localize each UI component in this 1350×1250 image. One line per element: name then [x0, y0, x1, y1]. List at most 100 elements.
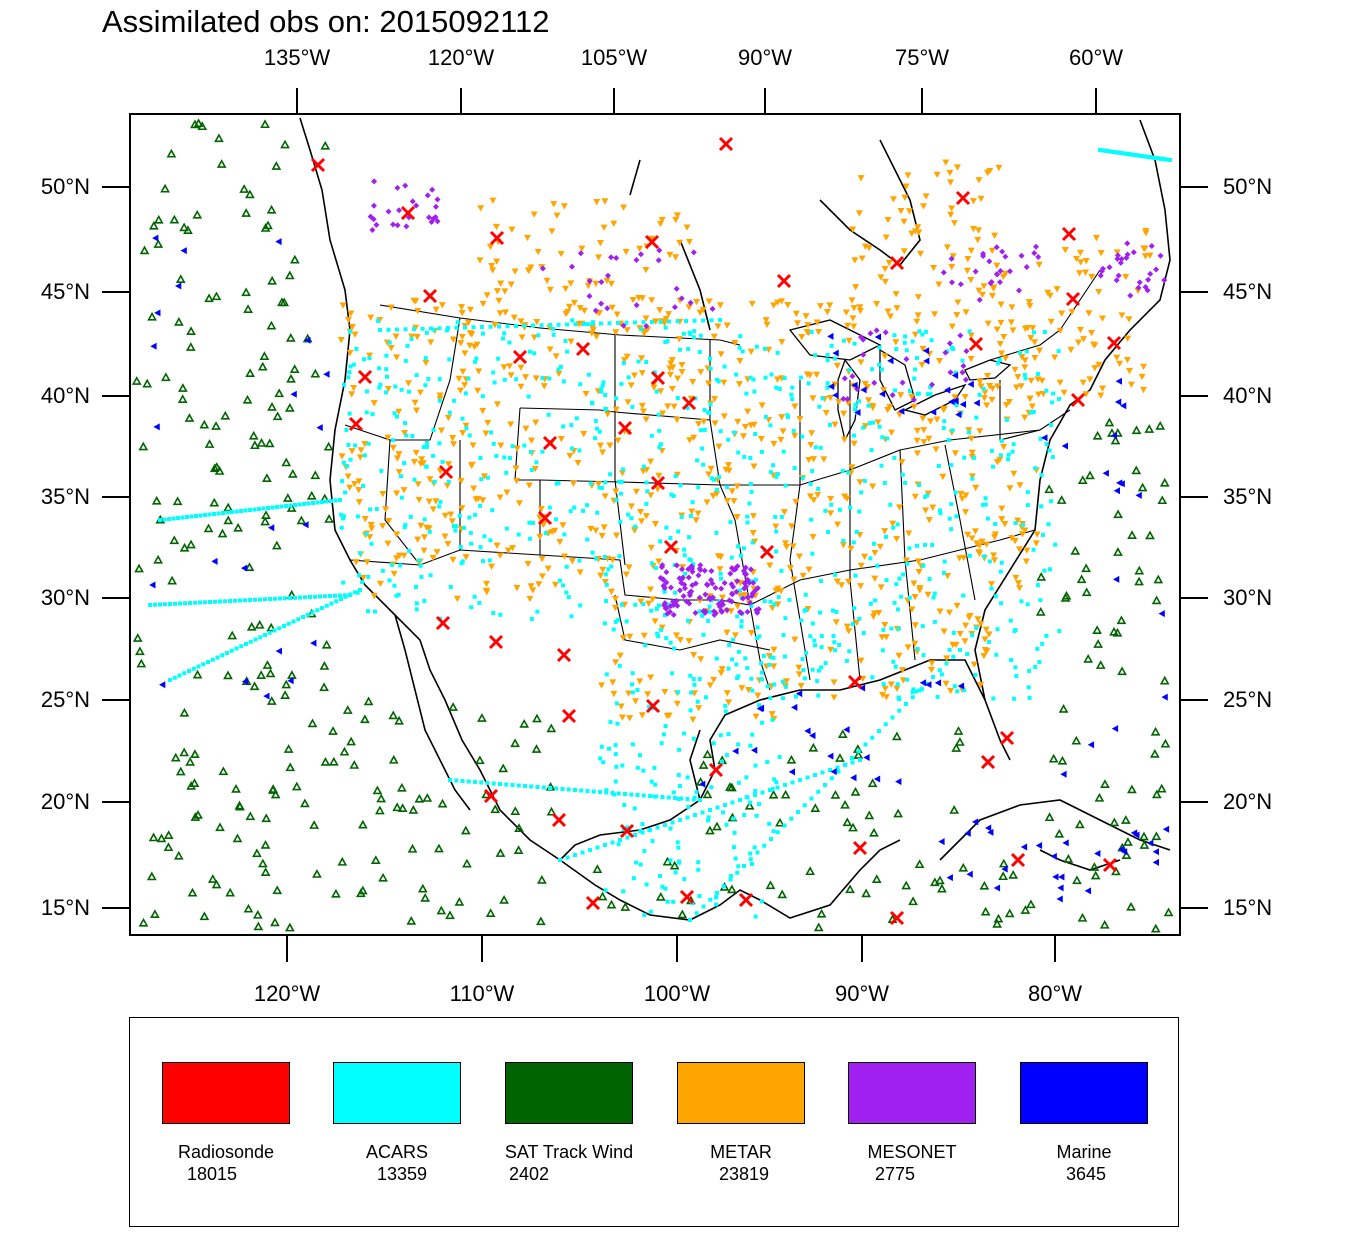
metar-marker [713, 490, 721, 498]
acars-marker [754, 344, 759, 349]
metar-marker [450, 441, 458, 448]
acars-marker [856, 399, 861, 404]
metar-marker [355, 487, 363, 494]
mesonet-marker [889, 392, 896, 399]
sat-wind-marker [1127, 784, 1137, 794]
acars-marker [504, 526, 509, 531]
metar-marker [651, 618, 659, 625]
metar-marker [1076, 249, 1084, 257]
metar-marker [720, 413, 728, 420]
mesonet-marker [1148, 242, 1155, 249]
acars-marker [790, 397, 795, 402]
metar-marker [1076, 326, 1084, 334]
acars-marker [858, 758, 862, 762]
metar-marker [419, 460, 427, 467]
acars-marker [358, 551, 363, 556]
metar-marker [347, 310, 355, 317]
acars-marker [755, 850, 760, 855]
metar-marker [507, 372, 515, 379]
acars-marker [1011, 696, 1016, 701]
acars-marker [967, 553, 972, 558]
mesonet-marker [997, 267, 1004, 274]
acars-marker [1040, 641, 1045, 646]
acars-marker [640, 821, 645, 826]
acars-marker [498, 612, 503, 617]
mesonet-marker [712, 584, 719, 591]
marine-marker [290, 390, 297, 398]
metar-marker [845, 337, 853, 345]
metar-marker [625, 690, 633, 697]
top-tick-label: 105°W [580, 45, 648, 70]
mesonet-marker [1023, 263, 1030, 270]
mesonet-marker [960, 363, 967, 370]
mesonet-marker [667, 603, 674, 610]
metar-marker [453, 595, 461, 603]
mesonet-marker [370, 202, 377, 209]
acars-marker [617, 479, 622, 484]
acars-marker [279, 504, 284, 509]
acars-marker [507, 340, 512, 345]
metar-marker [840, 410, 848, 417]
metar-marker [837, 582, 845, 589]
acars-marker [1011, 442, 1016, 447]
metar-marker [389, 444, 397, 452]
acars-marker [362, 453, 367, 458]
sat-wind-marker [245, 811, 256, 821]
acars-marker [750, 540, 755, 545]
acars-marker [1025, 602, 1030, 607]
metar-marker [814, 491, 822, 499]
metar-marker [786, 565, 794, 572]
metar-marker [556, 538, 564, 546]
metar-marker [477, 205, 485, 212]
marine-marker [1152, 858, 1160, 866]
acars-marker [238, 598, 242, 603]
acars-marker [426, 376, 431, 381]
sat-wind-marker [192, 209, 203, 219]
acars-marker [451, 524, 456, 529]
sat-wind-marker [272, 411, 283, 421]
acars-marker [689, 690, 694, 695]
mesonet-marker [946, 340, 953, 347]
metar-marker [716, 566, 724, 573]
mesonet-marker [394, 222, 401, 229]
acars-marker [398, 563, 403, 568]
metar-marker [611, 604, 619, 612]
acars-marker [1020, 523, 1025, 528]
acars-marker [759, 661, 764, 666]
acars-marker [897, 708, 902, 713]
metar-marker [749, 530, 757, 537]
metar-marker [918, 361, 926, 369]
acars-marker [818, 445, 823, 450]
sat-wind-marker [1163, 907, 1174, 917]
sat-wind-marker [388, 710, 399, 720]
sat-wind-marker [216, 159, 227, 168]
mesonet-marker [670, 611, 677, 618]
acars-marker [731, 816, 736, 821]
acars-marker [981, 386, 986, 391]
sat-wind-marker [813, 922, 824, 932]
sat-wind-marker [261, 813, 272, 823]
acars-marker [590, 321, 595, 326]
metar-marker [493, 401, 501, 408]
metar-marker [910, 580, 918, 587]
acars-marker [664, 636, 669, 641]
acars-marker [775, 785, 780, 790]
acars-marker [303, 595, 307, 600]
acars-marker [682, 877, 687, 882]
acars-marker [225, 651, 229, 655]
sat-wind-marker [1131, 465, 1142, 475]
acars-marker [1010, 449, 1015, 454]
bottom-tick-label: 80°W [1027, 981, 1083, 1006]
acars-marker [659, 741, 664, 746]
acars-marker [881, 627, 886, 632]
acars-marker [657, 873, 662, 878]
acars-marker [480, 394, 485, 399]
acars-marker [931, 675, 935, 679]
acars-marker [1013, 665, 1018, 670]
acars-marker [272, 628, 277, 633]
metar-marker [770, 302, 778, 309]
mesonet-marker [539, 265, 546, 272]
mesonet-marker [749, 590, 756, 597]
metar-marker [707, 465, 715, 473]
acars-marker [736, 649, 741, 654]
